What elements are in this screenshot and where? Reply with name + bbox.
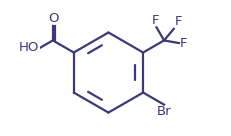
- Text: Br: Br: [156, 105, 171, 118]
- Text: O: O: [48, 12, 59, 25]
- Text: F: F: [174, 15, 181, 28]
- Text: HO: HO: [19, 41, 39, 54]
- Text: F: F: [151, 14, 159, 27]
- Text: F: F: [179, 37, 187, 50]
